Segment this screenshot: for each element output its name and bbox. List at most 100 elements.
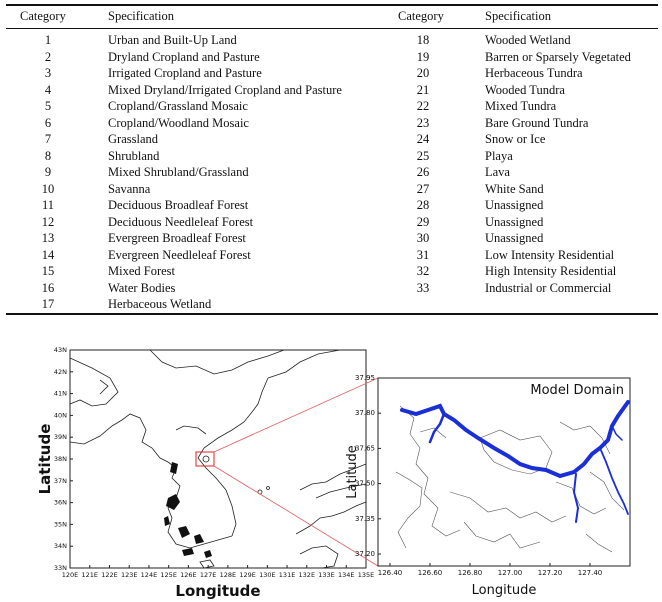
lon-tick-label: 126E [180,571,197,579]
category-specification: Bare Ground Tundra [485,115,589,130]
category-number: 17 [41,297,55,311]
lat-tick-label: 36N [54,499,67,507]
category-specification: Deciduous Broadleaf Forest [108,198,249,212]
category-number: 7 [44,132,52,146]
category-number: 13 [41,231,55,245]
model-domain-ylabel: Latitude [345,445,360,499]
model-domain-lon-ticks: 126.40 126.60 126.80 127.00 127.20 127.40 [378,563,603,577]
category-specification: Barren or Sparsely Vegetated [485,49,631,64]
lat-tick-label: 40N [54,411,67,419]
lon-tick-label: 125E [160,571,177,579]
category-specification: Water Bodies [108,280,176,295]
seoul-marker [202,455,210,463]
regional-map-xlabel: Longitude [175,582,260,600]
domain-highlight-box [195,451,215,467]
lat-tick-label: 42N [54,368,67,376]
category-specification: Low Intensity Residential [485,247,615,262]
category-specification: Mixed Forest [108,264,176,278]
lon-tick-label: 130E [259,571,276,579]
category-specification: White Sand [485,181,544,196]
category-specification: Irrigated Cropland and Pasture [108,66,262,80]
category-number: 24 [416,132,430,146]
category-number: 14 [41,247,55,262]
table-bottom-rule [6,313,658,315]
category-number: 4 [44,82,52,97]
lat-tick-label: 37.50 [355,480,375,488]
category-specification: Unassigned [485,214,544,229]
lat-tick-label: 33N [54,564,67,572]
category-number: 18 [416,33,430,47]
lon-tick-label: 132E [299,571,316,579]
category-specification: Evergreen Needleleaf Forest [108,247,251,262]
category-specification: Unassigned [485,231,544,245]
lat-tick-label: 37N [54,477,67,485]
lon-tick-label: 122E [101,571,118,579]
category-specification: Playa [485,148,513,163]
category-number: 28 [416,198,430,212]
category-number: 26 [416,165,430,179]
zoom-connector-top [213,377,379,453]
header-spec-left: Specification [108,9,174,23]
category-number: 19 [416,49,430,64]
lon-tick-label: 127.40 [578,569,603,577]
lon-tick-label: 121E [81,571,98,579]
model-domain-frame [377,377,631,567]
zoom-connector-bottom [213,465,379,567]
model-domain-lat-ticks: 37.95 37.80 37.65 37.50 37.35 37.20 [355,374,381,558]
header-category-left: Category [20,9,66,23]
category-number: 5 [44,99,52,113]
category-number: 27 [416,181,430,196]
category-number: 16 [41,280,55,295]
lat-tick-label: 37.35 [355,515,375,523]
category-specification: Urban and Built-Up Land [108,33,237,47]
category-specification: Lava [485,165,510,179]
lon-tick-label: 124E [141,571,158,579]
regional-map-frame [69,349,367,569]
lon-tick-label: 123E [121,571,138,579]
land-fill-south [164,462,212,558]
lat-tick-label: 34N [54,542,67,550]
lat-tick-label: 37.95 [355,374,375,382]
category-specification: Industrial or Commercial [485,280,612,295]
han-river [400,400,630,523]
lat-tick-label: 43N [54,346,67,354]
category-specification: Savanna [108,181,151,196]
category-number: 29 [416,214,430,229]
category-number: 9 [44,165,52,179]
category-specification: Cropland/Grassland Mosaic [108,99,248,113]
category-number: 22 [416,99,430,113]
lon-tick-label: 127.20 [538,569,563,577]
lat-tick-label: 37.65 [355,444,375,452]
category-number: 30 [416,231,430,245]
category-number: 8 [44,148,52,163]
lon-tick-label: 120E [62,571,79,579]
category-number: 21 [416,82,430,97]
category-specification: Grassland [108,132,158,146]
category-number: 31 [416,247,430,262]
lon-tick-label: 127E [200,571,217,579]
lon-tick-label: 128E [220,571,237,579]
category-specification: Snow or Ice [485,132,546,146]
lat-tick-label: 35N [54,520,67,528]
lon-tick-label: 129E [239,571,256,579]
lon-tick-label: 127.00 [498,569,523,577]
category-number: 15 [41,264,55,278]
lat-tick-label: 38N [54,455,67,463]
category-number: 23 [416,115,430,130]
lon-tick-label: 134E [338,571,355,579]
category-number: 20 [416,66,430,80]
model-domain-xlabel: Longitude [472,583,537,598]
category-specification: Wooded Wetland [485,33,571,47]
category-number: 1 [44,33,52,47]
category-number: 2 [44,49,52,64]
category-number: 32 [416,264,430,278]
regional-map-ylabel: Latitude [36,424,54,495]
category-specification: Cropland/Woodland Mosaic [108,115,249,130]
category-number: 6 [44,115,52,130]
lat-tick-label: 37.80 [355,409,375,417]
lon-tick-label: 131E [279,571,296,579]
lon-tick-label: 126.80 [458,569,483,577]
category-number: 33 [416,280,430,295]
category-specification: Shrubland [108,148,160,163]
header-category-right: Category [398,9,444,23]
